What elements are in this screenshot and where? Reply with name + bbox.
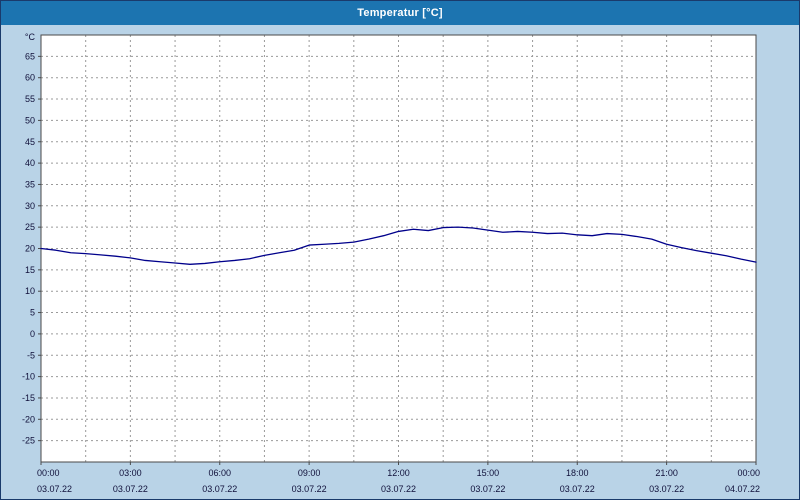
svg-text:03:00: 03:00 xyxy=(119,468,142,478)
svg-text:03.07.22: 03.07.22 xyxy=(560,484,595,494)
svg-text:03.07.22: 03.07.22 xyxy=(37,484,72,494)
svg-text:03.07.22: 03.07.22 xyxy=(202,484,237,494)
svg-text:20: 20 xyxy=(25,244,35,254)
svg-text:45: 45 xyxy=(25,137,35,147)
svg-text:35: 35 xyxy=(25,179,35,189)
svg-text:21:00: 21:00 xyxy=(655,468,678,478)
title-bar: Temperatur [°C] xyxy=(1,1,799,25)
svg-text:°C: °C xyxy=(25,32,36,42)
svg-text:10: 10 xyxy=(25,286,35,296)
svg-text:06:00: 06:00 xyxy=(208,468,231,478)
svg-text:55: 55 xyxy=(25,94,35,104)
svg-text:00:00: 00:00 xyxy=(737,468,760,478)
svg-text:03.07.22: 03.07.22 xyxy=(649,484,684,494)
svg-text:30: 30 xyxy=(25,201,35,211)
temperature-chart: 65605550454035302520151050-5-10-15-20-25… xyxy=(22,32,760,494)
svg-text:5: 5 xyxy=(30,308,35,318)
svg-text:40: 40 xyxy=(25,158,35,168)
svg-text:03.07.22: 03.07.22 xyxy=(113,484,148,494)
svg-text:15:00: 15:00 xyxy=(477,468,500,478)
svg-text:-5: -5 xyxy=(27,350,35,360)
svg-text:12:00: 12:00 xyxy=(387,468,410,478)
svg-text:04.07.22: 04.07.22 xyxy=(725,484,760,494)
svg-text:0: 0 xyxy=(30,329,35,339)
svg-text:-25: -25 xyxy=(22,436,35,446)
svg-text:03.07.22: 03.07.22 xyxy=(470,484,505,494)
svg-text:65: 65 xyxy=(25,51,35,61)
svg-text:03.07.22: 03.07.22 xyxy=(292,484,327,494)
chart-area: 65 60 55 50 45 40 35 30 25 20 15 10 5 0 -5 -10 -15 -20 -25… xyxy=(1,25,799,499)
svg-text:-20: -20 xyxy=(22,414,35,424)
svg-text:-10: -10 xyxy=(22,372,35,382)
svg-text:60: 60 xyxy=(25,73,35,83)
svg-text:09:00: 09:00 xyxy=(298,468,321,478)
window-title: Temperatur [°C] xyxy=(357,7,443,19)
svg-text:15: 15 xyxy=(25,265,35,275)
svg-text:00:00: 00:00 xyxy=(37,468,60,478)
svg-text:-15: -15 xyxy=(22,393,35,403)
svg-text:03.07.22: 03.07.22 xyxy=(381,484,416,494)
svg-text:18:00: 18:00 xyxy=(566,468,589,478)
svg-text:50: 50 xyxy=(25,115,35,125)
svg-text:25: 25 xyxy=(25,222,35,232)
